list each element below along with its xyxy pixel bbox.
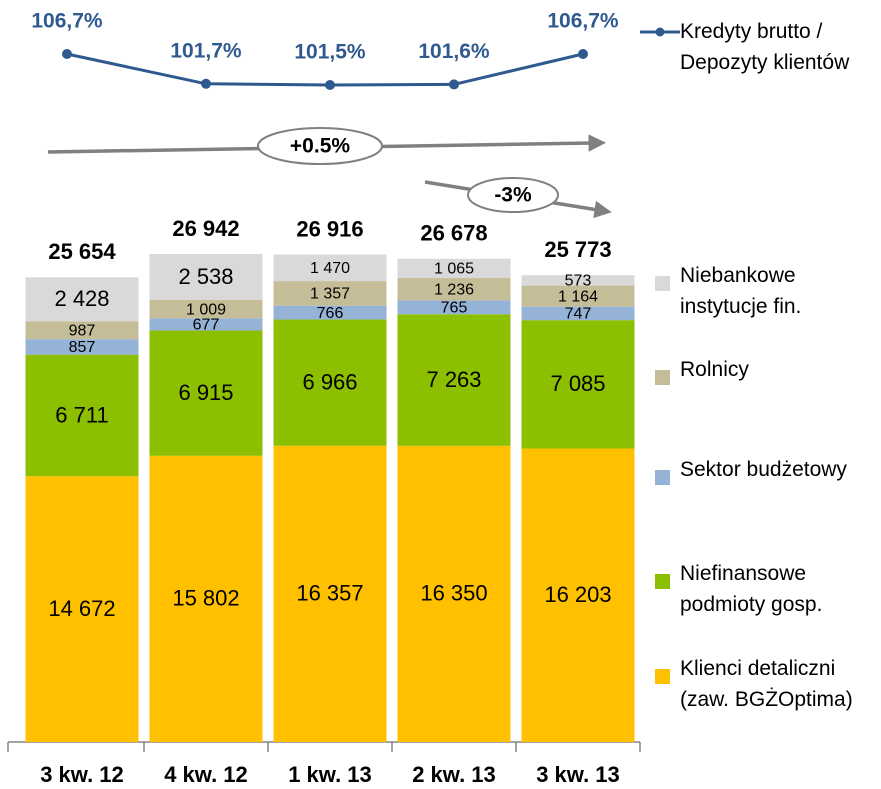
annotation-bubble xyxy=(257,127,383,165)
x-tick-label: 2 kw. 13 xyxy=(412,762,496,787)
data-label: 765 xyxy=(441,300,468,317)
annotation-bubble xyxy=(467,177,559,213)
data-label: 14 672 xyxy=(48,596,115,621)
data-label: 987 xyxy=(69,322,96,339)
bar-segment xyxy=(273,445,387,742)
bar-segment xyxy=(397,258,511,279)
line-label: 101,6% xyxy=(418,40,490,63)
data-label: 857 xyxy=(69,339,96,356)
data-label: 1 470 xyxy=(310,260,350,277)
bar-segment xyxy=(149,299,263,319)
legend-swatch xyxy=(655,370,670,385)
data-label: 766 xyxy=(317,305,344,322)
legend-label: Rolnicy xyxy=(680,358,749,381)
data-label: 1 164 xyxy=(558,288,598,305)
bar-segment xyxy=(25,354,139,477)
bar-segment xyxy=(273,281,387,306)
data-label: 6 966 xyxy=(302,369,357,394)
line-label: 106,7% xyxy=(31,10,103,33)
total-label: 26 942 xyxy=(172,216,239,241)
data-label: 16 357 xyxy=(296,581,363,606)
data-label: 677 xyxy=(193,317,220,334)
bar-segment xyxy=(397,314,511,446)
data-label: 573 xyxy=(565,273,592,290)
x-tick-label: 3 kw. 13 xyxy=(536,762,620,787)
line-label: 106,7% xyxy=(547,10,619,33)
bar-segment xyxy=(397,300,511,315)
x-tick-label: 1 kw. 13 xyxy=(288,762,372,787)
legend-swatch xyxy=(655,574,670,589)
bar-segment xyxy=(149,455,263,742)
data-label: 15 802 xyxy=(172,586,239,611)
legend-marker xyxy=(655,27,665,37)
legend-swatch xyxy=(655,470,670,485)
total-label: 26 916 xyxy=(296,216,363,241)
data-label: 6 915 xyxy=(178,380,233,405)
annotation: +0.5% xyxy=(290,135,350,158)
bar-segment xyxy=(25,339,139,355)
data-label: 1 009 xyxy=(186,301,226,318)
x-tick-label: 3 kw. 12 xyxy=(40,762,124,787)
data-label: 2 428 xyxy=(54,286,109,311)
legend-label: Niefinansowe podmioty gosp. xyxy=(680,562,823,616)
data-label: 7 085 xyxy=(550,371,605,396)
legend-label: Kredyty brutto / Depozyty klientów xyxy=(680,20,850,74)
data-label: 1 236 xyxy=(434,281,474,298)
bar-segment xyxy=(521,448,635,742)
line-label: 101,5% xyxy=(294,41,366,64)
data-label: 1 357 xyxy=(310,286,350,303)
data-label: 16 350 xyxy=(420,581,487,606)
data-label: 6 711 xyxy=(55,402,108,427)
legend-label: Sektor budżetowy xyxy=(680,458,847,481)
line-label: 101,7% xyxy=(170,39,242,62)
total-label: 26 678 xyxy=(420,221,487,246)
x-tick-label: 4 kw. 12 xyxy=(164,762,248,787)
total-label: 25 654 xyxy=(48,239,116,264)
line-point xyxy=(578,49,588,59)
bar-segment xyxy=(273,319,387,446)
bar-segment xyxy=(149,330,263,456)
legend-label: Klienci detaliczni (zaw. BGŻOptima) xyxy=(680,657,853,711)
bar-segment xyxy=(273,254,387,282)
data-label: 16 203 xyxy=(544,582,611,607)
bar-segment xyxy=(25,277,139,322)
line-point xyxy=(201,78,211,89)
bar-segment xyxy=(273,305,387,320)
line-point xyxy=(325,80,335,90)
data-label: 2 538 xyxy=(178,264,233,289)
line-point xyxy=(62,49,72,59)
data-label: 747 xyxy=(565,306,592,323)
bar-segment xyxy=(25,476,139,742)
bar-segment xyxy=(521,306,635,321)
bar-segment xyxy=(397,445,511,742)
line-point xyxy=(449,79,459,90)
bar-segment xyxy=(25,321,139,340)
legend-swatch xyxy=(655,669,670,684)
bar-segment xyxy=(149,318,263,331)
data-label: 1 065 xyxy=(434,261,474,278)
bar-segment xyxy=(397,278,511,301)
legend-swatch xyxy=(655,276,670,291)
legend-label: Niebankowe instytucje fin. xyxy=(680,264,802,318)
bar-segment xyxy=(149,254,263,300)
bar-segment xyxy=(521,275,635,286)
annotation: -3% xyxy=(494,184,532,207)
total-label: 25 773 xyxy=(544,237,611,262)
bar-segment xyxy=(521,285,635,307)
bar-segment xyxy=(521,320,635,449)
data-label: 7 263 xyxy=(426,367,481,392)
